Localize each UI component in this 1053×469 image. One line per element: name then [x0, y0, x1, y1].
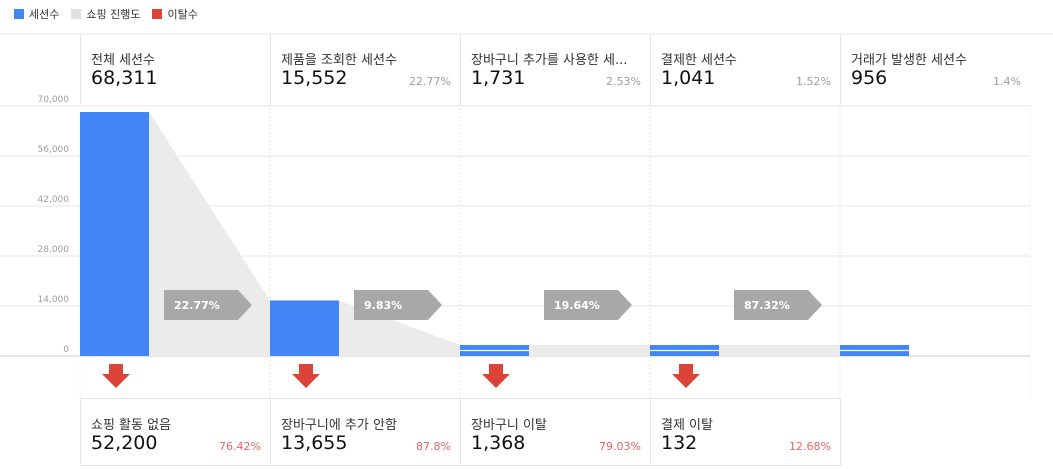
drop-card[interactable]: 쇼핑 활동 없음 52,200 76.42%: [80, 398, 270, 466]
y-tick-label: 28,000: [38, 245, 70, 255]
stage-title: 결제한 세션수: [661, 53, 737, 68]
drop-arrow-icon: [102, 364, 130, 388]
stage-card[interactable]: 제품을 조회한 세션수 15,552 22.77%: [270, 34, 460, 104]
y-tick-label: 42,000: [38, 195, 70, 205]
drop-card[interactable]: 장바구니 이탈 1,368 79.03%: [460, 398, 650, 466]
progress-area: [529, 345, 650, 356]
drop-percentage: 87.8%: [416, 440, 451, 453]
conversion-rate-label: 9.83%: [364, 299, 402, 312]
stage-title: 장바구니 추가를 사용한 세...: [471, 53, 628, 68]
drop-title: 장바구니 이탈: [471, 418, 547, 433]
stage-percentage: 22.77%: [409, 75, 451, 88]
legend-item-progress[interactable]: 쇼핑 진행도: [71, 6, 140, 22]
progress-area: [719, 345, 840, 356]
stage-title: 제품을 조회한 세션수: [281, 53, 397, 68]
drop-value: 52,200: [91, 432, 158, 454]
drop-arrow-icon: [292, 364, 320, 388]
drop-cards-right-border: [840, 398, 841, 466]
stage-value: 1,731: [471, 67, 526, 89]
funnel-bar[interactable]: [80, 112, 149, 357]
legend-swatch-sessions: [14, 9, 24, 19]
drop-percentage: 12.68%: [789, 440, 831, 453]
drop-percentage: 79.03%: [599, 440, 641, 453]
conversion-arrow: [164, 290, 252, 320]
conversion-arrow: [354, 290, 442, 320]
stage-value: 956: [851, 67, 888, 89]
drop-value: 132: [661, 432, 698, 454]
drop-card[interactable]: 결제 이탈 132 12.68%: [650, 398, 840, 466]
conversion-arrow: [734, 290, 822, 320]
stage-card[interactable]: 전체 세션수 68,311: [80, 34, 270, 104]
funnel-bar[interactable]: [270, 300, 339, 356]
stage-percentage: 1.52%: [796, 75, 831, 88]
legend-label-sessions: 세션수: [29, 8, 60, 21]
drop-title: 쇼핑 활동 없음: [91, 418, 172, 433]
conversion-arrow: [544, 290, 632, 320]
stage-value: 15,552: [281, 67, 348, 89]
stage-card[interactable]: 거래가 발생한 세션수 956 1.4%: [840, 34, 1030, 104]
stage-value: 1,041: [661, 67, 716, 89]
stage-percentage: 1.4%: [993, 75, 1021, 88]
drop-arrow-icon: [672, 364, 700, 388]
legend-label-progress: 쇼핑 진행도: [86, 8, 141, 21]
stage-value: 68,311: [91, 67, 158, 89]
legend-label-exits: 이탈수: [167, 8, 198, 21]
drop-title: 결제 이탈: [661, 418, 713, 433]
stage-card[interactable]: 결제한 세션수 1,041 1.52%: [650, 34, 840, 104]
y-tick-label: 56,000: [38, 145, 70, 155]
drop-value: 1,368: [471, 432, 526, 454]
conversion-rate-label: 87.32%: [744, 299, 790, 312]
y-tick-label: 70,000: [38, 95, 70, 105]
y-tick-label: 0: [63, 345, 69, 355]
drop-card[interactable]: 장바구니에 추가 안함 13,655 87.8%: [270, 398, 460, 466]
stage-percentage: 2.53%: [606, 75, 641, 88]
drop-value: 13,655: [281, 432, 348, 454]
legend-item-exits[interactable]: 이탈수: [152, 6, 198, 22]
legend-swatch-exits: [152, 9, 163, 19]
legend-item-sessions[interactable]: 세션수: [14, 6, 59, 22]
conversion-rate-label: 19.64%: [554, 299, 600, 312]
conversion-rate-label: 22.77%: [174, 299, 220, 312]
stage-card[interactable]: 장바구니 추가를 사용한 세... 1,731 2.53%: [460, 34, 650, 104]
stage-title: 전체 세션수: [91, 53, 155, 68]
legend-swatch-progress: [71, 9, 82, 19]
drop-title: 장바구니에 추가 안함: [281, 418, 397, 433]
stage-title: 거래가 발생한 세션수: [851, 53, 967, 68]
drop-arrow-icon: [482, 364, 510, 388]
y-tick-label: 14,000: [38, 295, 70, 305]
legend: 세션수 쇼핑 진행도 이탈수: [14, 6, 210, 22]
drop-percentage: 76.42%: [219, 440, 261, 453]
